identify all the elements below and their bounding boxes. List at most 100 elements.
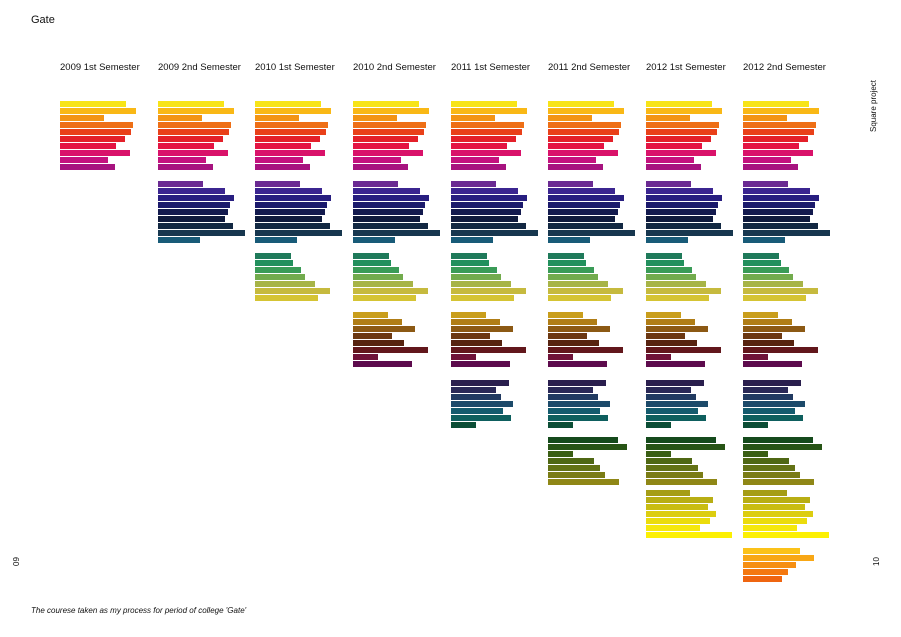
- bar-g2-c3-b5: [353, 288, 428, 294]
- bar-g5-c5-b3: [548, 458, 594, 464]
- bar-g0-c2-b6: [255, 143, 311, 149]
- bar-g5-c5-b5: [548, 472, 605, 478]
- bar-g5-c5-b2: [548, 451, 573, 457]
- bar-g1-c6-b3: [646, 202, 718, 208]
- bar-g0-c0-b2: [60, 115, 104, 121]
- bar-g4-c5-b5: [548, 415, 608, 421]
- bar-g0-c3-b3: [353, 122, 426, 128]
- bar-g3-c6-b1: [646, 319, 695, 325]
- bar-g6-c6-b3: [646, 511, 716, 517]
- bar-g3-c3-b1: [353, 319, 402, 325]
- bar-g4-c4-b6: [451, 422, 476, 428]
- bar-g0-c3-b4: [353, 129, 424, 135]
- bar-g0-c5-b8: [548, 157, 596, 163]
- bar-g2-c4-b6: [451, 295, 514, 301]
- bar-g1-c6-b2: [646, 195, 722, 201]
- bar-g3-c7-b3: [743, 333, 782, 339]
- bar-g2-c2-b6: [255, 295, 318, 301]
- bar-g2-c5-b6: [548, 295, 611, 301]
- bar-g4-c4-b4: [451, 408, 503, 414]
- bar-g2-c7-b2: [743, 267, 789, 273]
- bar-g1-c5-b3: [548, 202, 620, 208]
- bar-g1-c3-b1: [353, 188, 420, 194]
- bar-g6-c7-b4: [743, 518, 807, 524]
- bar-g0-c3-b6: [353, 143, 409, 149]
- bar-g0-c1-b6: [158, 143, 214, 149]
- bar-g2-c4-b1: [451, 260, 489, 266]
- bar-g0-c2-b9: [255, 164, 310, 170]
- bar-g1-c7-b0: [743, 181, 788, 187]
- bar-g2-c3-b6: [353, 295, 416, 301]
- bar-g1-c5-b0: [548, 181, 593, 187]
- bar-g0-c7-b1: [743, 108, 819, 114]
- bar-g3-c7-b7: [743, 361, 802, 367]
- bar-g5-c7-b6: [743, 479, 814, 485]
- bar-g5-c7-b4: [743, 465, 795, 471]
- bar-g6-c7-b6: [743, 532, 829, 538]
- bar-g6-c7-b5: [743, 525, 797, 531]
- bar-g1-c5-b5: [548, 216, 615, 222]
- column-label-2011-1st: 2011 1st Semester: [451, 62, 531, 73]
- bar-g1-c1-b8: [158, 237, 200, 243]
- bar-g0-c7-b5: [743, 136, 808, 142]
- bar-g0-c7-b4: [743, 129, 814, 135]
- bar-g1-c4-b1: [451, 188, 518, 194]
- bar-g2-c6-b0: [646, 253, 682, 259]
- bar-g0-c1-b4: [158, 129, 229, 135]
- bar-g0-c7-b0: [743, 101, 809, 107]
- bar-g1-c5-b8: [548, 237, 590, 243]
- bar-g1-c5-b7: [548, 230, 635, 236]
- bar-g4-c5-b0: [548, 380, 606, 386]
- bar-g1-c2-b6: [255, 223, 330, 229]
- bar-g2-c5-b0: [548, 253, 584, 259]
- bar-g2-c5-b1: [548, 260, 586, 266]
- bar-g1-c5-b1: [548, 188, 615, 194]
- bar-g6-c7-b0: [743, 490, 787, 496]
- bar-g0-c4-b9: [451, 164, 506, 170]
- bar-g5-c5-b1: [548, 444, 627, 450]
- bar-g0-c5-b0: [548, 101, 614, 107]
- bar-g1-c2-b2: [255, 195, 331, 201]
- bar-g2-c2-b4: [255, 281, 315, 287]
- bar-g2-c4-b2: [451, 267, 497, 273]
- bar-g4-c5-b4: [548, 408, 600, 414]
- bar-g0-c1-b0: [158, 101, 224, 107]
- bar-g0-c5-b6: [548, 143, 604, 149]
- bar-g1-c7-b3: [743, 202, 815, 208]
- bar-g0-c7-b8: [743, 157, 791, 163]
- bar-g3-c4-b1: [451, 319, 500, 325]
- bar-g1-c3-b0: [353, 181, 398, 187]
- bar-g0-c5-b3: [548, 122, 621, 128]
- bar-g0-c6-b5: [646, 136, 711, 142]
- bar-g2-c6-b2: [646, 267, 692, 273]
- bar-g1-c7-b4: [743, 209, 813, 215]
- bar-g1-c1-b5: [158, 216, 225, 222]
- bar-g3-c6-b5: [646, 347, 721, 353]
- bar-g1-c7-b2: [743, 195, 819, 201]
- bar-g3-c7-b4: [743, 340, 794, 346]
- bar-g0-c5-b1: [548, 108, 624, 114]
- bar-g4-c5-b2: [548, 394, 598, 400]
- column-label-2012-2nd: 2012 2nd Semester: [743, 62, 826, 73]
- bar-g1-c2-b3: [255, 202, 327, 208]
- bar-g7-c7-b3: [743, 569, 788, 575]
- bar-g1-c1-b4: [158, 209, 228, 215]
- bar-g3-c4-b3: [451, 333, 490, 339]
- bar-g1-c7-b6: [743, 223, 818, 229]
- bar-g0-c3-b1: [353, 108, 429, 114]
- bar-g3-c5-b7: [548, 361, 607, 367]
- column-label-2010-2nd: 2010 2nd Semester: [353, 62, 436, 73]
- bar-g3-c5-b4: [548, 340, 599, 346]
- bar-g3-c5-b2: [548, 326, 610, 332]
- column-label-2009-1st: 2009 1st Semester: [60, 62, 140, 73]
- bar-g0-c2-b4: [255, 129, 326, 135]
- bar-g6-c6-b6: [646, 532, 732, 538]
- bar-g0-c0-b6: [60, 143, 116, 149]
- bar-g1-c3-b2: [353, 195, 429, 201]
- bar-g5-c6-b1: [646, 444, 725, 450]
- bar-g0-c0-b0: [60, 101, 126, 107]
- bar-g3-c6-b3: [646, 333, 685, 339]
- caption: The courese taken as my process for peri…: [31, 606, 247, 615]
- bar-g1-c3-b6: [353, 223, 428, 229]
